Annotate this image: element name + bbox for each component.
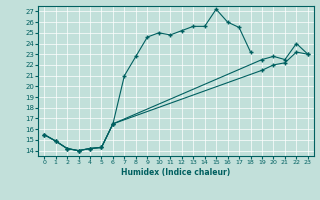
- X-axis label: Humidex (Indice chaleur): Humidex (Indice chaleur): [121, 168, 231, 177]
